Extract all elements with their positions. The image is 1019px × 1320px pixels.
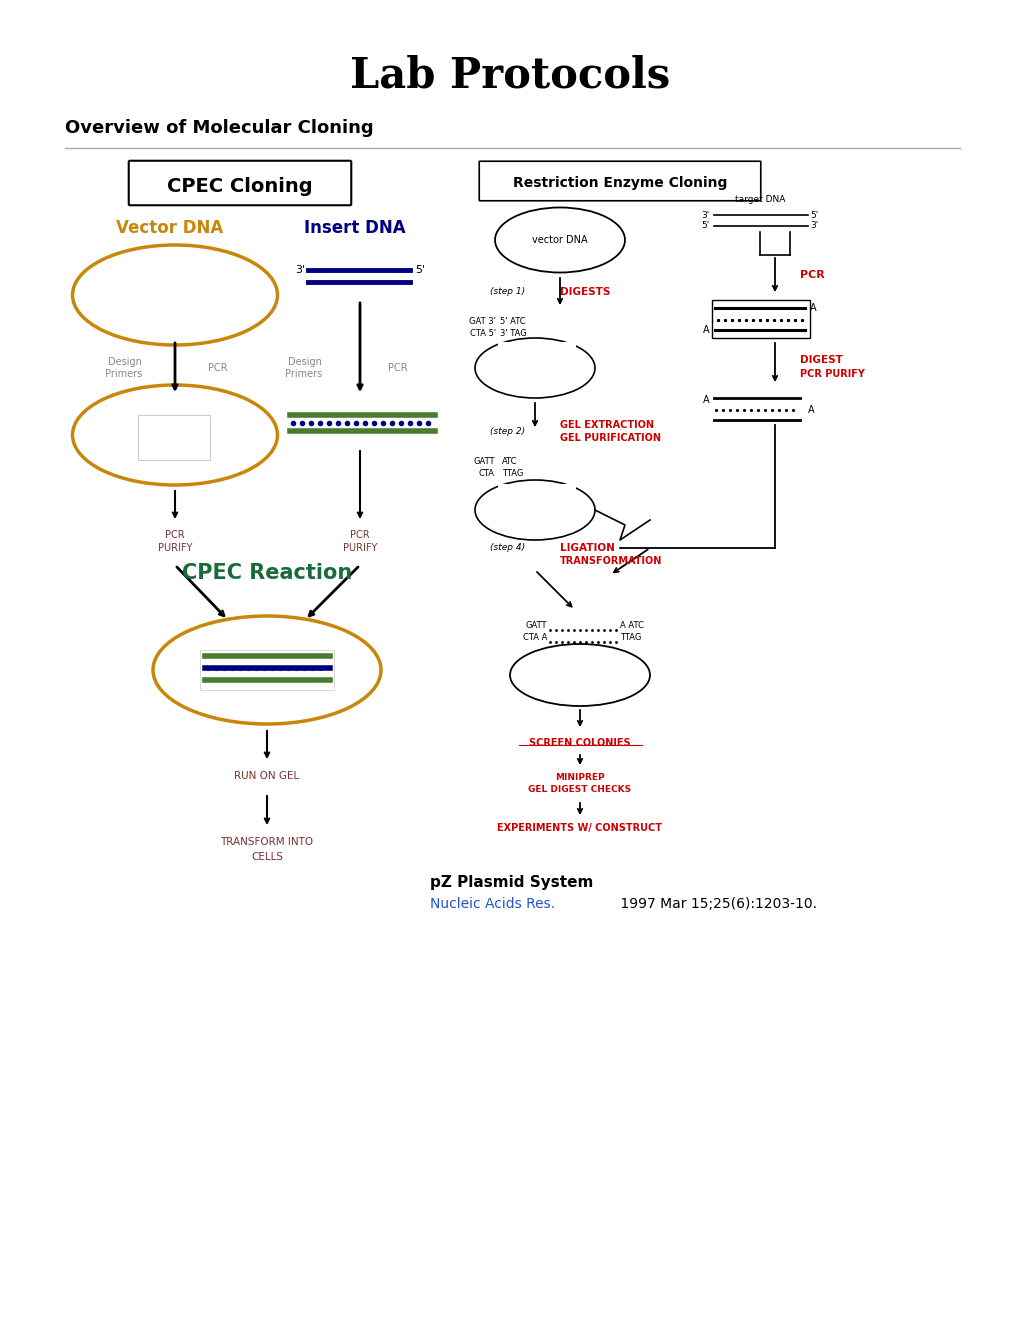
Ellipse shape <box>72 385 277 484</box>
Text: A: A <box>703 395 709 405</box>
Text: Design
Primers: Design Primers <box>284 358 322 379</box>
Text: 5': 5' <box>809 210 817 219</box>
Ellipse shape <box>494 207 625 272</box>
Text: A: A <box>703 325 709 335</box>
Text: TRANSFORMATION: TRANSFORMATION <box>559 556 661 566</box>
Text: vector DNA: vector DNA <box>532 235 587 246</box>
Text: (step 4): (step 4) <box>489 544 525 553</box>
Text: LIGATION: LIGATION <box>559 543 614 553</box>
Text: CPEC Reaction: CPEC Reaction <box>181 564 352 583</box>
Text: 3' TAG: 3' TAG <box>499 329 526 338</box>
Text: 3': 3' <box>809 222 817 231</box>
Text: 3': 3' <box>294 265 305 275</box>
Text: Lab Protocols: Lab Protocols <box>350 54 669 96</box>
Text: PCR: PCR <box>165 531 184 540</box>
Text: Restriction Enzyme Cloning: Restriction Enzyme Cloning <box>513 176 727 190</box>
Ellipse shape <box>85 397 265 473</box>
Text: pZ Plasmid System: pZ Plasmid System <box>430 874 593 890</box>
Text: EXPERIMENTS W/ CONSTRUCT: EXPERIMENTS W/ CONSTRUCT <box>497 822 662 833</box>
Bar <box>200 649 333 690</box>
Text: TTAG: TTAG <box>501 470 523 479</box>
Text: A ATC: A ATC <box>620 622 643 631</box>
Text: SCREEN COLONIES: SCREEN COLONIES <box>529 738 630 748</box>
FancyBboxPatch shape <box>479 161 760 201</box>
Text: GEL PURIFICATION: GEL PURIFICATION <box>559 433 660 444</box>
Text: Design
Primers: Design Primers <box>105 358 142 379</box>
Text: (step 1): (step 1) <box>489 288 525 297</box>
Text: CTA: CTA <box>479 470 494 479</box>
Text: A: A <box>809 304 816 313</box>
Text: GAT 3': GAT 3' <box>469 318 495 326</box>
Text: PCR PURIFY: PCR PURIFY <box>799 370 864 379</box>
Text: CPEC Cloning: CPEC Cloning <box>167 177 313 195</box>
Text: GATT: GATT <box>525 622 546 631</box>
Text: DIGESTS: DIGESTS <box>559 286 609 297</box>
Text: (step 2): (step 2) <box>489 428 525 437</box>
Text: RUN ON GEL: RUN ON GEL <box>234 771 300 781</box>
FancyBboxPatch shape <box>128 161 351 205</box>
Ellipse shape <box>72 246 277 345</box>
Text: 1997 Mar 15;25(6):1203-10.: 1997 Mar 15;25(6):1203-10. <box>615 898 816 911</box>
Text: CTA 5': CTA 5' <box>470 329 495 338</box>
Text: Overview of Molecular Cloning: Overview of Molecular Cloning <box>65 119 373 137</box>
Bar <box>138 414 210 459</box>
Text: GATT: GATT <box>473 458 494 466</box>
Text: TTAG: TTAG <box>620 634 641 643</box>
Text: target DNA: target DNA <box>734 195 785 205</box>
Text: GEL EXTRACTION: GEL EXTRACTION <box>559 420 653 430</box>
Text: A: A <box>807 405 814 414</box>
Ellipse shape <box>475 338 594 399</box>
Text: 5' ATC: 5' ATC <box>499 318 525 326</box>
Text: 5': 5' <box>415 265 425 275</box>
Text: PCR: PCR <box>799 271 824 280</box>
Text: CTA A: CTA A <box>522 634 546 643</box>
Bar <box>497 342 576 360</box>
Text: TRANSFORM INTO: TRANSFORM INTO <box>220 837 313 847</box>
Text: PCR: PCR <box>208 363 227 374</box>
Ellipse shape <box>510 644 649 706</box>
Bar <box>497 484 576 502</box>
Text: GEL DIGEST CHECKS: GEL DIGEST CHECKS <box>528 785 631 795</box>
Text: DIGEST: DIGEST <box>799 355 842 366</box>
Text: MINIPREP: MINIPREP <box>554 774 604 783</box>
Text: ATC: ATC <box>501 458 517 466</box>
Text: Vector DNA: Vector DNA <box>116 219 223 238</box>
Text: 3': 3' <box>701 210 709 219</box>
Text: Insert DNA: Insert DNA <box>304 219 406 238</box>
Ellipse shape <box>85 257 265 333</box>
Text: PCR: PCR <box>387 363 408 374</box>
Text: PCR: PCR <box>350 531 370 540</box>
Text: Nucleic Acids Res.: Nucleic Acids Res. <box>430 898 554 911</box>
Text: PURIFY: PURIFY <box>342 543 377 553</box>
Ellipse shape <box>153 616 381 723</box>
Text: CELLS: CELLS <box>251 851 282 862</box>
Text: 5': 5' <box>701 222 709 231</box>
Bar <box>711 300 809 338</box>
Text: PURIFY: PURIFY <box>158 543 192 553</box>
Ellipse shape <box>167 630 367 710</box>
Ellipse shape <box>475 480 594 540</box>
